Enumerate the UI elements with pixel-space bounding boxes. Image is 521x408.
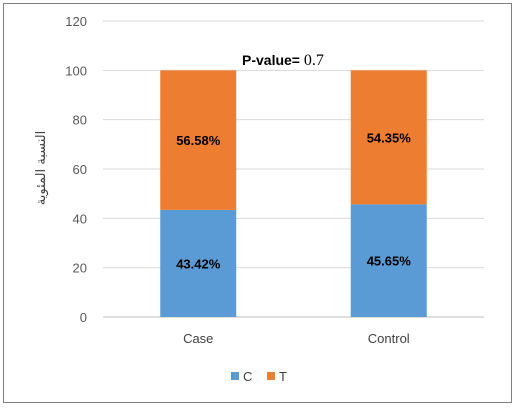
data-label: 43.42%: [176, 256, 221, 271]
bar-t-control: [350, 70, 427, 205]
chart-frame: [3, 3, 512, 403]
y-tick-label: 0: [80, 310, 87, 325]
legend-label: C: [243, 369, 252, 384]
data-label: 54.35%: [367, 130, 412, 145]
p-value-number: 0.7: [304, 52, 324, 69]
x-category-label: Control: [368, 331, 410, 346]
bar-c-control: [350, 204, 427, 317]
category-labels: Case Control: [183, 331, 410, 346]
y-tick-label: 100: [65, 63, 87, 78]
y-tick-label: 80: [73, 113, 87, 128]
legend-swatch-c: [231, 372, 239, 380]
bar-t-case: [160, 70, 237, 210]
legend-swatch-t: [267, 372, 275, 380]
y-tick-label: 120: [65, 14, 87, 29]
p-value-label: P-value=: [242, 52, 304, 68]
p-value-annotation: P-value= 0.7: [242, 52, 324, 69]
y-tick-label: 60: [73, 162, 87, 177]
y-axis-ticks: 0 20 40 60 80 100 120: [65, 14, 87, 325]
legend-label: T: [279, 369, 287, 384]
x-category-label: Case: [183, 331, 213, 346]
y-tick-label: 40: [73, 211, 87, 226]
bar-c-case: [160, 209, 237, 317]
data-label: 45.65%: [367, 254, 412, 269]
y-axis-label: النسبة المئوية: [34, 131, 49, 205]
data-label: 56.58%: [176, 133, 221, 148]
y-tick-label: 20: [73, 261, 87, 276]
bars: 43.42% 56.58% 45.65% 54.35%: [160, 70, 427, 317]
